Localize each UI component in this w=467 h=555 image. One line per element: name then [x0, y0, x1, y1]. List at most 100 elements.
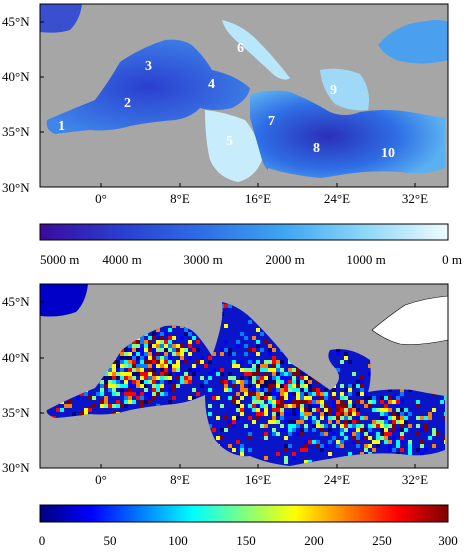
heat-cell — [180, 360, 184, 364]
heat-cell — [288, 388, 292, 392]
heat-cell — [128, 344, 132, 348]
heat-cell — [328, 412, 332, 416]
heat-cell — [340, 360, 344, 364]
heat-cell — [324, 416, 328, 420]
heat-cell — [272, 404, 276, 408]
heat-cell — [324, 388, 328, 392]
heat-cell — [292, 428, 296, 432]
heat-cell — [204, 380, 208, 384]
heat-cell — [344, 420, 348, 424]
heat-cell — [216, 416, 220, 420]
heat-cell — [104, 396, 108, 400]
heat-cell — [264, 408, 268, 412]
heat-cell — [256, 408, 260, 412]
heat-cell — [292, 408, 296, 412]
heat-cell — [208, 372, 212, 376]
count-map — [39, 283, 449, 469]
heat-cell — [132, 380, 136, 384]
heat-cell — [296, 408, 300, 412]
heat-cell — [364, 444, 368, 448]
heat-cell — [160, 368, 164, 372]
heat-cell — [192, 388, 196, 392]
heat-cell — [140, 356, 144, 360]
heat-cell — [252, 348, 256, 352]
bathymetry-lon-axis: 0° 8°E 16°E 24°E 32°E — [95, 183, 428, 206]
heat-cell — [264, 376, 268, 380]
heat-cell — [284, 444, 288, 448]
heat-cell — [252, 380, 256, 384]
heat-cell — [392, 420, 396, 424]
heat-cell — [248, 448, 252, 452]
heat-cell — [360, 384, 364, 388]
heat-cell — [348, 404, 352, 408]
heat-cell — [256, 384, 260, 388]
heat-cell — [208, 412, 212, 416]
heat-cell — [372, 420, 376, 424]
heat-cell — [304, 412, 308, 416]
heat-cell — [164, 392, 168, 396]
heat-cell — [248, 372, 252, 376]
heat-cell — [268, 392, 272, 396]
heat-cell — [128, 356, 132, 360]
heat-cell — [400, 420, 404, 424]
heat-cell — [260, 392, 264, 396]
heat-cell — [316, 440, 320, 444]
heat-cell — [256, 376, 260, 380]
heat-cell — [176, 384, 180, 388]
heat-cell — [288, 380, 292, 384]
heat-cell — [116, 364, 120, 368]
heat-cell — [172, 336, 176, 340]
heat-cell — [380, 412, 384, 416]
heat-cell — [324, 408, 328, 412]
heat-cell — [360, 400, 364, 404]
heat-cell — [252, 336, 256, 340]
heat-cell — [88, 396, 92, 400]
heat-cell — [116, 368, 120, 372]
heat-cell — [160, 336, 164, 340]
heat-cell — [168, 356, 172, 360]
heat-cell — [316, 392, 320, 396]
heat-cell — [184, 372, 188, 376]
heat-cell — [400, 448, 404, 452]
heat-cell — [272, 412, 276, 416]
heat-cell — [292, 420, 296, 424]
heat-cell — [164, 352, 168, 356]
heat-cell — [388, 448, 392, 452]
heat-cell — [144, 356, 148, 360]
heat-cell — [144, 392, 148, 396]
heat-cell — [336, 412, 340, 416]
heat-cell — [440, 400, 444, 404]
heat-cell — [140, 368, 144, 372]
region-1-label: 1 — [58, 119, 65, 134]
heat-cell — [328, 428, 332, 432]
heat-cell — [344, 352, 348, 356]
heat-cell — [372, 400, 376, 404]
heat-cell — [184, 348, 188, 352]
heat-cell — [248, 428, 252, 432]
heat-cell — [380, 428, 384, 432]
heat-cell — [152, 356, 156, 360]
heat-cell — [136, 364, 140, 368]
heat-cell — [236, 400, 240, 404]
heat-cell — [384, 396, 388, 400]
heat-cell — [240, 376, 244, 380]
heat-cell — [276, 452, 280, 456]
heat-cell — [112, 380, 116, 384]
heat-cell — [272, 376, 276, 380]
heat-cell — [244, 388, 248, 392]
heat-cell — [368, 432, 372, 436]
heat-cell — [168, 360, 172, 364]
heat-cell — [308, 420, 312, 424]
heat-cell — [136, 348, 140, 352]
heat-cell — [356, 436, 360, 440]
lon-label-8e: 8°E — [170, 191, 190, 206]
heat-cell — [180, 348, 184, 352]
heat-cell — [340, 384, 344, 388]
heat-cell — [140, 364, 144, 368]
heat-cell — [404, 408, 408, 412]
heat-cell — [92, 396, 96, 400]
heat-cell — [160, 364, 164, 368]
heat-cell — [392, 428, 396, 432]
heat-cell — [132, 364, 136, 368]
heat-cell — [328, 456, 332, 460]
